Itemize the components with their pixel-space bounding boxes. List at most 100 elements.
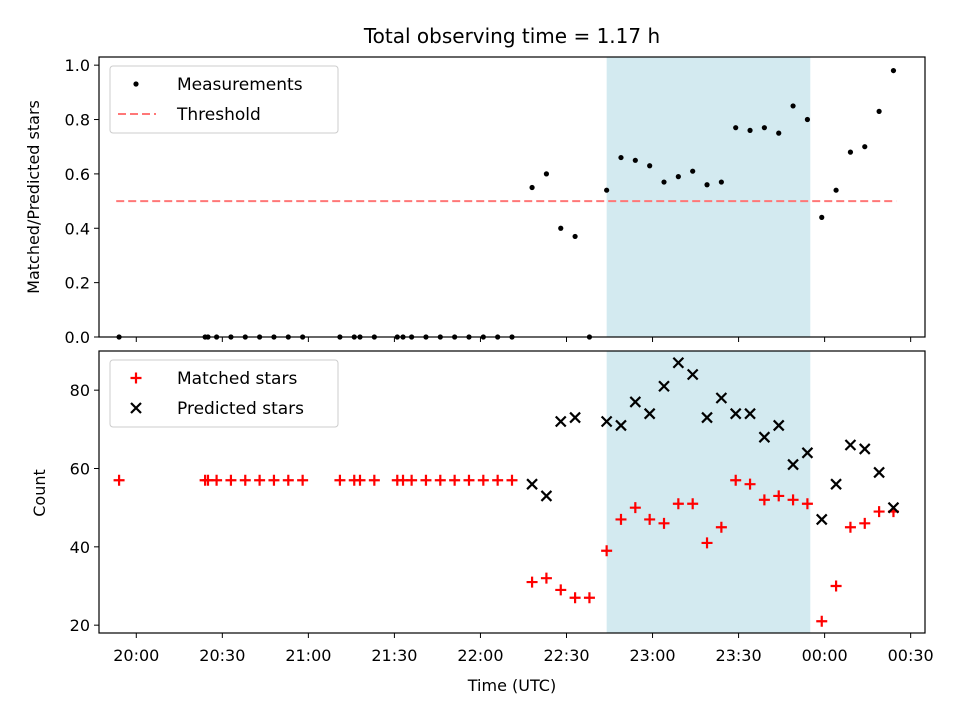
data-point bbox=[282, 474, 294, 486]
y-tick-label: 60 bbox=[70, 460, 90, 479]
x-tick-label: 23:00 bbox=[629, 646, 675, 665]
data-point bbox=[211, 474, 223, 486]
data-point bbox=[629, 396, 642, 408]
bottom-y-axis-label: Count bbox=[30, 469, 49, 517]
data-point bbox=[254, 474, 266, 486]
data-point bbox=[554, 415, 567, 428]
panel-1: 0.0 0.2 0.4 0.6 0.8 1.0 Measurements Threshold bbox=[65, 56, 926, 347]
data-point bbox=[420, 474, 432, 486]
data-point bbox=[615, 419, 627, 432]
data-point bbox=[113, 474, 125, 486]
y-tick-label: 0.2 bbox=[65, 274, 90, 293]
data-point bbox=[583, 592, 595, 604]
y-tick-label: 0.6 bbox=[65, 165, 90, 184]
legend-box bbox=[109, 359, 339, 428]
data-point bbox=[540, 572, 552, 584]
data-point bbox=[540, 490, 553, 502]
legend-label: Predicted stars bbox=[177, 399, 304, 419]
data-point bbox=[862, 144, 868, 150]
data-point bbox=[819, 214, 825, 220]
data-point bbox=[701, 537, 713, 549]
data-point bbox=[572, 233, 578, 240]
data-point bbox=[529, 184, 535, 191]
data-point bbox=[658, 380, 670, 393]
data-point bbox=[658, 517, 670, 529]
data-point bbox=[772, 419, 785, 432]
data-point bbox=[830, 478, 842, 490]
data-point bbox=[558, 225, 564, 231]
plot-frame bbox=[98, 56, 926, 338]
data-point bbox=[268, 474, 280, 486]
data-point bbox=[569, 411, 581, 424]
data-point bbox=[526, 478, 538, 490]
data-point bbox=[887, 501, 900, 514]
data-point bbox=[672, 356, 685, 369]
legend-label: Threshold bbox=[176, 105, 261, 125]
data-point bbox=[715, 521, 727, 533]
x-axis-label: Time (UTC) bbox=[467, 676, 556, 695]
legend-marker bbox=[130, 372, 142, 384]
data-point bbox=[844, 439, 857, 451]
data-point bbox=[297, 474, 309, 486]
data-point bbox=[787, 458, 799, 471]
data-point bbox=[801, 498, 813, 510]
data-point bbox=[847, 149, 854, 155]
data-point bbox=[492, 474, 504, 486]
data-point bbox=[449, 474, 461, 486]
x-tick-label: 21:00 bbox=[285, 646, 331, 665]
data-point bbox=[758, 431, 771, 443]
x-tick-label: 00:00 bbox=[802, 646, 848, 665]
data-point bbox=[406, 474, 418, 486]
data-point bbox=[647, 163, 653, 169]
data-point bbox=[776, 130, 782, 136]
data-point bbox=[334, 474, 346, 486]
plot-frame bbox=[98, 350, 926, 634]
x-tick-label: 20:30 bbox=[199, 646, 245, 665]
data-point bbox=[873, 466, 885, 479]
data-point bbox=[833, 187, 839, 193]
x-tick-label: 23:30 bbox=[716, 646, 762, 665]
data-point bbox=[354, 474, 366, 486]
legend-label: Measurements bbox=[177, 75, 303, 95]
legend-box bbox=[109, 65, 339, 134]
data-point bbox=[830, 580, 842, 592]
data-point bbox=[758, 494, 770, 506]
data-point bbox=[733, 125, 739, 131]
data-point bbox=[506, 474, 518, 486]
data-point bbox=[569, 592, 581, 604]
x-tick-label: 22:30 bbox=[543, 646, 589, 665]
x-tick-label: 20:00 bbox=[113, 646, 159, 665]
data-point bbox=[615, 513, 627, 525]
data-point bbox=[890, 67, 897, 74]
data-point bbox=[629, 502, 641, 514]
y-tick-label: 20 bbox=[70, 616, 90, 635]
legend: Matched stars Predicted stars bbox=[109, 359, 339, 428]
data-point bbox=[761, 125, 767, 131]
data-point bbox=[368, 474, 380, 486]
data-point bbox=[801, 447, 814, 459]
data-point bbox=[744, 478, 756, 490]
data-point bbox=[873, 506, 885, 518]
data-point bbox=[876, 108, 882, 114]
data-point bbox=[773, 490, 785, 502]
data-point bbox=[816, 615, 828, 627]
data-point bbox=[555, 584, 567, 596]
data-point bbox=[730, 474, 742, 486]
legend-marker bbox=[130, 402, 142, 414]
data-point bbox=[661, 179, 667, 185]
data-point bbox=[632, 157, 638, 163]
data-point bbox=[604, 187, 610, 193]
data-point bbox=[815, 513, 828, 526]
data-point bbox=[687, 498, 699, 510]
data-point bbox=[463, 474, 475, 486]
data-point bbox=[690, 168, 696, 174]
data-point bbox=[644, 513, 656, 525]
y-tick-label: 1.0 bbox=[65, 56, 90, 75]
data-point bbox=[543, 171, 550, 177]
x-tick-label: 22:00 bbox=[457, 646, 503, 665]
data-point bbox=[715, 392, 728, 404]
y-tick-label: 0.0 bbox=[65, 328, 90, 347]
data-point bbox=[787, 494, 799, 506]
x-tick-label: 00:30 bbox=[888, 646, 934, 665]
